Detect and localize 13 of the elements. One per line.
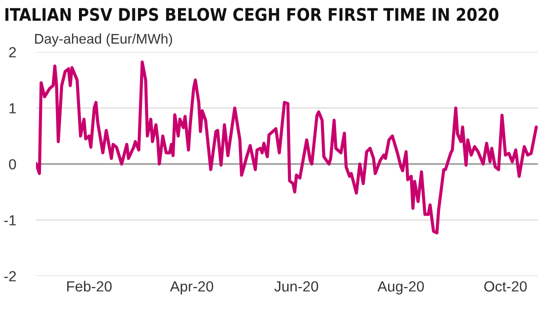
y-tick-label: 0 <box>9 159 16 170</box>
x-tick-label: Feb-20 <box>67 280 112 292</box>
x-tick-label: Apr-20 <box>170 281 214 294</box>
y-tick-label: -1 <box>4 215 16 226</box>
line-series <box>36 60 538 234</box>
y-axis-title: Day-ahead (Eur/MWh) <box>35 34 172 46</box>
y-tick-label: -2 <box>4 271 16 282</box>
y-tick-label: 2 <box>9 47 16 58</box>
y-tick-label: 1 <box>10 103 16 114</box>
chart-title: ITALIAN PSV DIPS BELOW CEGH FOR FIRST TIME IN 2020 <box>5 8 498 22</box>
x-tick-label: Jun-20 <box>274 281 318 292</box>
x-tick-label: Oct-20 <box>484 281 527 292</box>
x-tick-label: Aug-20 <box>377 281 424 294</box>
